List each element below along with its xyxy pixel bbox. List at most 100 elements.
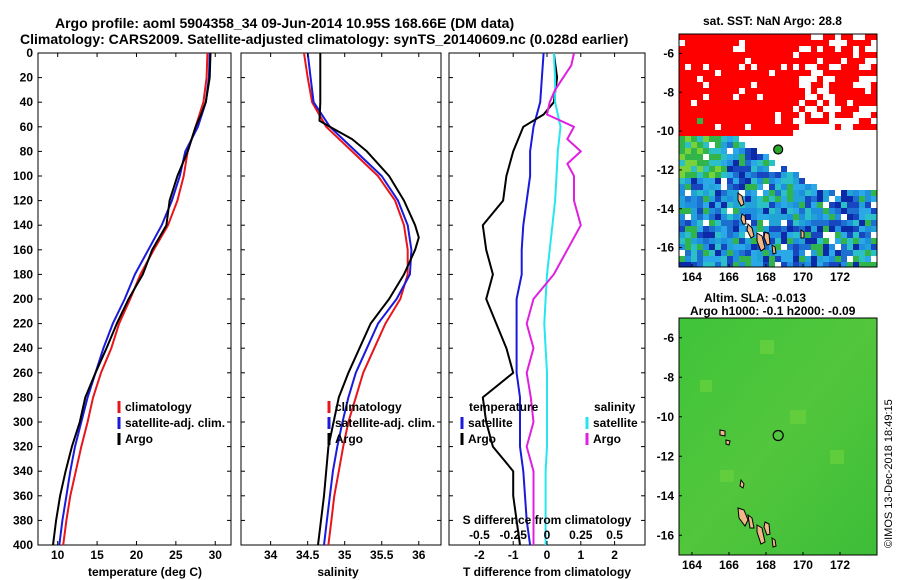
sst-cell [745,100,751,106]
sst-cell [715,148,721,154]
depth-tick-label: 400 [13,538,33,552]
sst-cell [691,178,697,184]
sst-cell [715,46,721,52]
sst-cell [709,70,715,76]
map-lat-label: -16 [657,241,675,255]
sst-cell [733,64,739,70]
sst-cell [739,70,745,76]
sst-cell [865,214,871,220]
sst-cell [727,166,733,172]
difference-x-axis: -2 -1 0 1 2 -0.5 -0.25 0 0.25 0.5 [469,53,623,562]
sst-cell [721,100,727,106]
sst-cell [745,184,751,190]
sst-cell [685,136,691,142]
map-lat-label: -10 [657,410,675,424]
sst-cell [841,244,847,250]
sst-cell [691,184,697,190]
sst-cell [799,40,805,46]
sst-cell [757,40,763,46]
sst-cell [697,238,703,244]
sst-cell [685,94,691,100]
sst-cell [817,190,823,196]
sst-cell [799,244,805,250]
sst-cell [769,112,775,118]
sst-cell [781,130,787,136]
sst-cell [709,88,715,94]
sst-cell [697,256,703,262]
sst-cell [865,124,871,130]
legend-label-argo: Argo [125,432,153,446]
sst-cell [871,202,877,208]
sla-map-title2: Argo h1000: -0.1 h2000: -0.09 [690,304,856,318]
sst-cell [823,244,829,250]
sst-cell [859,256,865,262]
sst-cell [727,154,733,160]
sst-cell [793,94,799,100]
sst-cell [679,154,685,160]
sst-cell [709,112,715,118]
map-lat-label: -6 [663,331,674,345]
sst-cell [793,214,799,220]
sst-cell [733,76,739,82]
sst-cell [715,142,721,148]
sst-cell [727,76,733,82]
sst-cell [817,256,823,262]
sst-cell [799,262,805,267]
sst-cell [715,178,721,184]
sst-cell [745,130,751,136]
sst-cell [697,136,703,142]
sst-cell [703,244,709,250]
sst-cell [805,190,811,196]
sst-cell [781,52,787,58]
sst-cell [847,112,853,118]
sst-cell [721,196,727,202]
sst-cell [757,124,763,130]
depth-tick-label: 220 [13,317,33,331]
depth-tick-label: 300 [13,415,33,429]
x-tick-label: -1 [508,548,519,562]
difference-profile-lines [481,53,582,545]
sst-cell [733,196,739,202]
depth-tick-label: 340 [13,464,33,478]
sst-cell [763,190,769,196]
sst-cell [679,136,685,142]
sla-patch [760,340,774,354]
sst-cell [733,244,739,250]
sst-cell [709,208,715,214]
sst-cell [697,118,703,124]
sst-cell [679,34,685,40]
sst-cell [871,94,877,100]
sst-cell [715,82,721,88]
sst-cell [781,58,787,64]
sst-cell [763,166,769,172]
sst-cell [739,52,745,58]
x-tick-label: 20 [130,548,144,562]
sst-cell [781,40,787,46]
sst-cell [721,178,727,184]
sst-cell [871,256,877,262]
sst-cell [781,106,787,112]
sst-cell [697,166,703,172]
sst-cell [817,232,823,238]
sst-cell [751,202,757,208]
sst-cell [715,130,721,136]
sst-cell [841,34,847,40]
sla-island [719,429,777,548]
sst-cell [781,220,787,226]
sst-cell [703,118,709,124]
sst-cell [751,184,757,190]
sst-cell [853,58,859,64]
sst-cell [703,100,709,106]
s-tick-label: -0.5 [469,528,490,542]
sal-series-clim [303,53,409,545]
sst-cell [709,130,715,136]
sst-cell [763,226,769,232]
sst-cell [763,112,769,118]
sst-cell [763,154,769,160]
sst-cell [685,40,691,46]
sst-cell [769,196,775,202]
sst-cell [745,190,751,196]
sst-cell [733,226,739,232]
sst-cell [787,202,793,208]
sst-cell [787,238,793,244]
